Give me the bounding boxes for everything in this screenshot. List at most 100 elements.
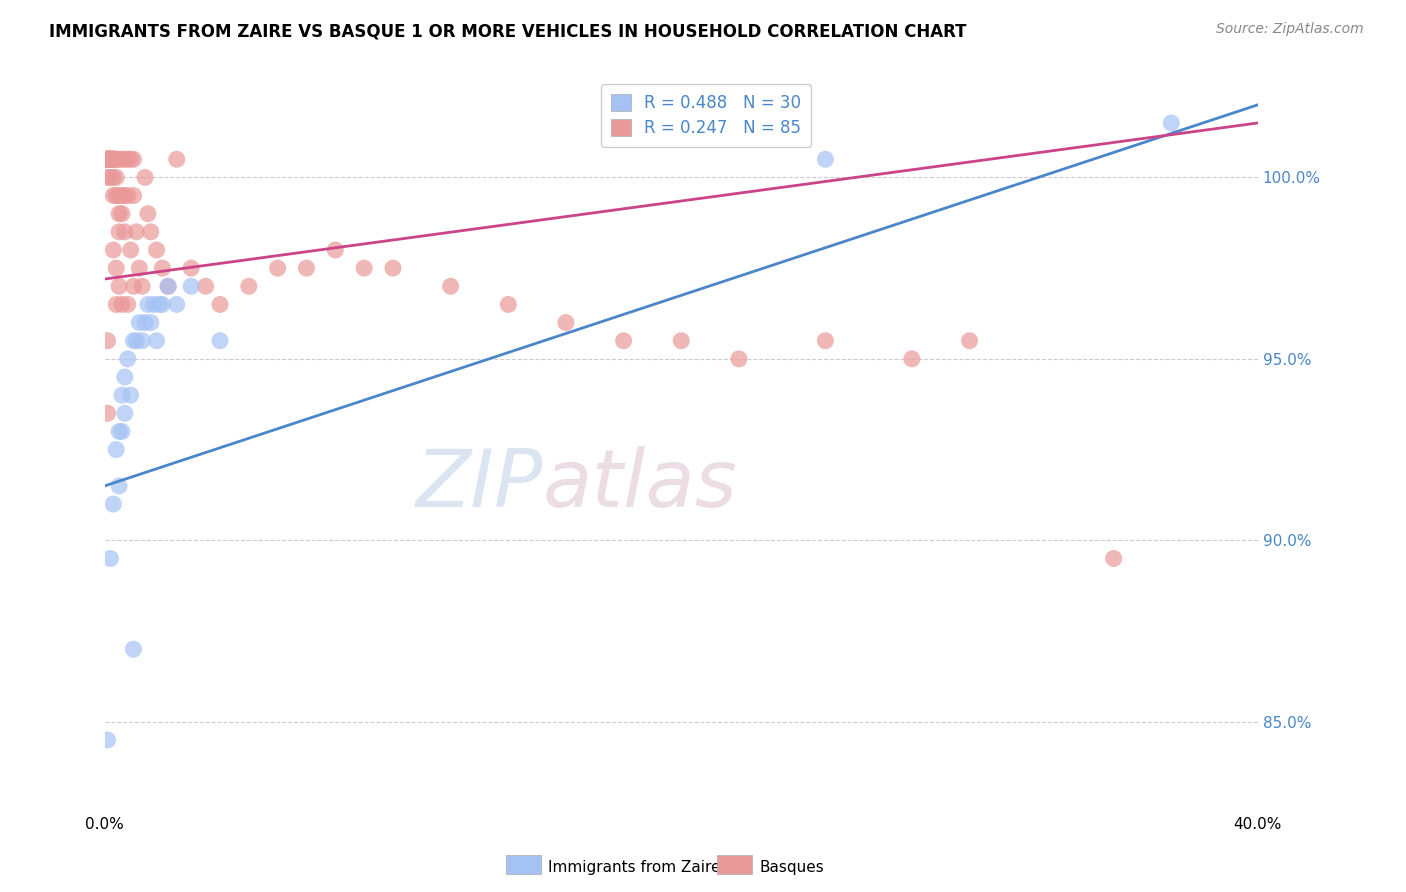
Point — [96, 153, 118, 167]
Point — [103, 153, 125, 167]
Point — [96, 170, 118, 185]
Point — [194, 279, 217, 293]
Text: Source: ZipAtlas.com: Source: ZipAtlas.com — [1216, 22, 1364, 37]
Point — [122, 153, 145, 167]
Point — [108, 188, 131, 202]
Point — [105, 297, 128, 311]
Point — [103, 153, 125, 167]
Point — [353, 261, 375, 276]
Point — [208, 334, 231, 348]
Point — [555, 316, 578, 330]
Point — [100, 153, 122, 167]
Point — [108, 425, 131, 439]
Point — [122, 188, 145, 202]
Point — [613, 334, 636, 348]
Point — [96, 334, 118, 348]
Text: Basques: Basques — [759, 860, 824, 874]
Point — [122, 334, 145, 348]
Point — [108, 153, 131, 167]
Point — [108, 279, 131, 293]
Point — [117, 188, 139, 202]
Point — [117, 351, 139, 366]
Point — [103, 243, 125, 257]
Point — [100, 153, 122, 167]
Text: ZIP: ZIP — [416, 446, 543, 524]
Point — [959, 334, 981, 348]
Point — [166, 297, 188, 311]
Point — [105, 153, 128, 167]
Point — [498, 297, 520, 311]
Point — [105, 170, 128, 185]
Point — [728, 351, 751, 366]
Point — [103, 153, 125, 167]
Point — [111, 297, 134, 311]
Point — [136, 207, 159, 221]
Point — [105, 261, 128, 276]
Point — [96, 406, 118, 420]
Point — [96, 153, 118, 167]
Point — [134, 170, 156, 185]
Point — [103, 497, 125, 511]
Point — [381, 261, 404, 276]
Point — [103, 153, 125, 167]
Point — [139, 316, 162, 330]
Point — [131, 279, 153, 293]
Point — [238, 279, 260, 293]
Point — [295, 261, 318, 276]
Point — [901, 351, 924, 366]
Point — [100, 153, 122, 167]
Point — [148, 297, 170, 311]
Legend: R = 0.488   N = 30, R = 0.247   N = 85: R = 0.488 N = 30, R = 0.247 N = 85 — [600, 84, 811, 147]
Point — [157, 279, 180, 293]
Point — [114, 153, 136, 167]
Point — [100, 153, 122, 167]
Point — [111, 153, 134, 167]
Text: IMMIGRANTS FROM ZAIRE VS BASQUE 1 OR MORE VEHICLES IN HOUSEHOLD CORRELATION CHAR: IMMIGRANTS FROM ZAIRE VS BASQUE 1 OR MOR… — [49, 22, 967, 40]
Point — [103, 153, 125, 167]
Point — [139, 225, 162, 239]
Point — [96, 153, 118, 167]
Point — [150, 297, 173, 311]
Point — [323, 243, 346, 257]
Point — [122, 279, 145, 293]
Point — [134, 316, 156, 330]
Point — [114, 370, 136, 384]
Point — [142, 297, 165, 311]
Point — [96, 153, 118, 167]
Point — [1102, 551, 1125, 566]
Point — [103, 188, 125, 202]
Point — [180, 279, 202, 293]
Point — [125, 225, 148, 239]
Point — [111, 188, 134, 202]
Point — [96, 153, 118, 167]
Point — [814, 334, 837, 348]
Point — [108, 479, 131, 493]
Point — [1160, 116, 1182, 130]
Point — [96, 153, 118, 167]
Point — [117, 297, 139, 311]
Point — [120, 153, 142, 167]
Point — [157, 279, 180, 293]
Point — [96, 153, 118, 167]
Point — [100, 170, 122, 185]
Point — [117, 153, 139, 167]
Point — [180, 261, 202, 276]
Point — [111, 425, 134, 439]
Point — [100, 153, 122, 167]
Point — [131, 334, 153, 348]
Point — [208, 297, 231, 311]
Point — [671, 334, 693, 348]
Point — [111, 388, 134, 402]
Point — [125, 334, 148, 348]
Point — [114, 225, 136, 239]
Point — [96, 153, 118, 167]
Point — [105, 153, 128, 167]
Point — [814, 153, 837, 167]
Point — [111, 207, 134, 221]
Text: Immigrants from Zaire: Immigrants from Zaire — [548, 860, 721, 874]
Point — [136, 297, 159, 311]
Point — [145, 243, 167, 257]
Point — [114, 406, 136, 420]
Point — [166, 153, 188, 167]
Point — [128, 261, 150, 276]
